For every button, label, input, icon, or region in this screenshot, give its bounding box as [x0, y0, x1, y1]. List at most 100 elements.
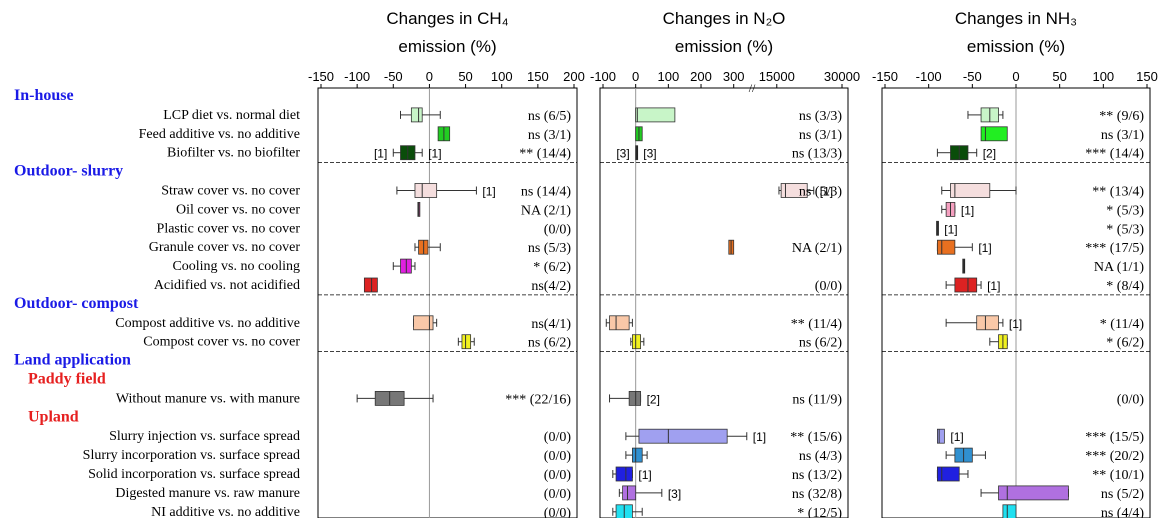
panel-frame [317, 87, 578, 518]
significance: ns (14/4) [521, 185, 572, 200]
box [461, 334, 472, 350]
x-tick-label: 150 [1136, 69, 1158, 84]
box [937, 239, 956, 255]
note: [1] [482, 185, 495, 199]
box [622, 485, 637, 501]
significance: (0/0) [544, 449, 572, 464]
box [635, 107, 676, 123]
panel-title: Changes in NH₃ [955, 9, 1077, 28]
row-label: Acidified vs. not acidified [154, 278, 300, 293]
section-label: Outdoor- compost [14, 295, 139, 312]
box [954, 277, 978, 293]
row-label: Without manure vs. with manure [116, 391, 300, 406]
significance: *** (17/5) [1085, 241, 1144, 256]
note: [1] [978, 241, 991, 255]
significance: * (8/4) [1106, 279, 1144, 294]
significance: ns (5/3) [528, 241, 572, 256]
box [780, 183, 808, 198]
x-tick-label: -100 [590, 69, 616, 84]
x-tick-label: -50 [963, 69, 982, 84]
significance: (0/0) [1117, 392, 1145, 407]
x-tick-label: 30000 [824, 69, 860, 84]
significance: ns (6/2) [799, 336, 843, 351]
x-tick-label: -150 [872, 69, 898, 84]
row-label: Slurry injection vs. surface spread [109, 429, 300, 444]
section-label: Land application [14, 352, 131, 369]
significance: * (11/4) [1100, 317, 1145, 332]
x-tick-label: 300 [723, 69, 745, 84]
significance: * (6/2) [1106, 336, 1144, 351]
panel-frame [599, 87, 849, 518]
significance: * (12/5) [797, 506, 842, 518]
x-tick-label: 50 [1052, 69, 1066, 84]
subsection-label: Upland [28, 408, 79, 425]
row-label: Cooling vs. no cooling [172, 259, 300, 274]
box [950, 183, 991, 198]
x-tick-label: 0 [1012, 69, 1019, 84]
significance: ns(4/2) [531, 279, 571, 294]
note: [1] [950, 430, 963, 444]
x-tick-label: 200 [563, 69, 585, 84]
significance: ns (32/8) [792, 487, 843, 502]
significance: (0/0) [544, 487, 572, 502]
significance: (0/0) [544, 430, 572, 445]
x-tick-label: 15000 [759, 69, 795, 84]
significance: (0/0) [544, 222, 572, 237]
box [632, 447, 643, 463]
row-label: Compost additive vs. no additive [115, 316, 300, 331]
box [410, 107, 423, 123]
significance: ns (3/1) [1101, 128, 1145, 143]
significance: ** (14/4) [519, 147, 571, 162]
significance: ns(4/1) [531, 317, 571, 332]
significance: ns (3/1) [528, 128, 572, 143]
significance: ns (11/9) [792, 392, 842, 407]
box [638, 428, 728, 444]
subsection-label: Paddy field [28, 371, 106, 388]
box [937, 466, 960, 482]
row-label: NI additive vs. no additive [151, 505, 300, 518]
x-tick-label: -150 [308, 69, 334, 84]
note: [1] [753, 430, 766, 444]
box [976, 315, 999, 331]
box [363, 277, 378, 293]
note: [2] [983, 147, 996, 161]
significance: ns (5/3) [799, 185, 843, 200]
x-tick-label: 50 [458, 69, 472, 84]
row-label: Granule cover vs. no cover [149, 240, 301, 255]
box [632, 334, 641, 350]
x-tick-label: 0 [426, 69, 433, 84]
x-tick-label: -50 [384, 69, 403, 84]
significance: ** (15/6) [790, 430, 842, 445]
panel-title: Changes in N₂O [663, 9, 786, 28]
row-label: Solid incorporation vs. surface spread [88, 467, 300, 482]
panel-title: Changes in CH₄ [386, 9, 508, 28]
box [998, 485, 1069, 501]
note: [1] [820, 185, 833, 199]
x-tick-label: 100 [1092, 69, 1114, 84]
significance: (0/0) [815, 279, 843, 294]
significance: ns (6/2) [528, 336, 572, 351]
significance: ns (3/3) [799, 109, 843, 124]
significance: * (5/3) [1106, 222, 1144, 237]
significance: NA (2/1) [792, 241, 843, 256]
note: [3] [616, 147, 629, 161]
row-label: Slurry incorporation vs. surface spread [83, 448, 300, 463]
row-label: Straw cover vs. no cover [161, 184, 300, 199]
panel-title: emission (%) [967, 37, 1065, 56]
box [413, 315, 434, 331]
box [937, 428, 945, 444]
x-tick-label: 150 [527, 69, 549, 84]
significance: NA (2/1) [521, 203, 572, 218]
row-label: Feed additive vs. no additive [139, 127, 300, 142]
significance: ns (4/3) [799, 449, 843, 464]
significance: (0/0) [544, 506, 572, 518]
row-label: Digested manure vs. raw manure [115, 486, 300, 501]
note: [1] [1009, 317, 1022, 331]
significance: ns (3/1) [799, 128, 843, 143]
significance: ns (6/5) [528, 109, 572, 124]
section-label: Outdoor- slurry [14, 163, 123, 180]
significance: (0/0) [544, 468, 572, 483]
note: [1] [944, 222, 957, 236]
box [609, 315, 630, 331]
significance: * (5/3) [1106, 203, 1144, 218]
